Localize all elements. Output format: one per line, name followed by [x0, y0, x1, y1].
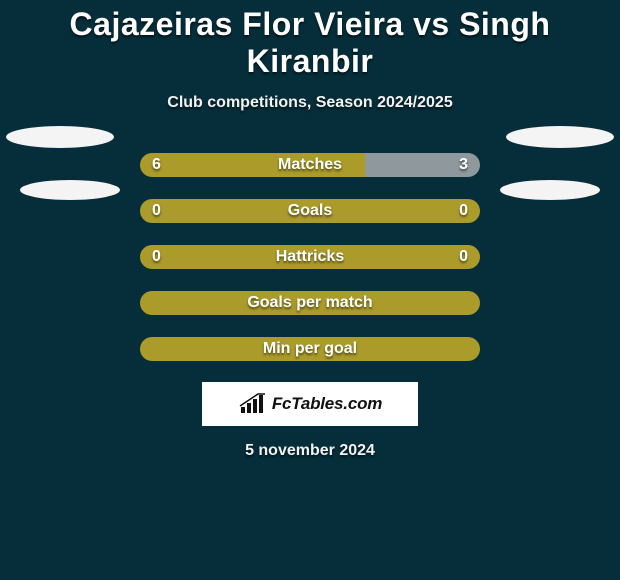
stat-row-min-per-goal: Min per goal	[0, 336, 620, 362]
logo-text: FcTables.com	[272, 394, 382, 414]
value-right: 3	[459, 152, 468, 178]
value-left: 6	[152, 152, 161, 178]
bar-track	[140, 199, 480, 223]
bar-track	[140, 153, 480, 177]
bar-left	[140, 337, 480, 361]
bar-chart-icon	[238, 393, 268, 415]
stat-row-goals-per-match: Goals per match	[0, 290, 620, 316]
bar-left	[140, 153, 365, 177]
player-right-pill-1	[506, 126, 614, 148]
bar-track	[140, 245, 480, 269]
value-right: 0	[459, 198, 468, 224]
bar-track	[140, 291, 480, 315]
value-left: 0	[152, 244, 161, 270]
subtitle: Club competitions, Season 2024/2025	[0, 94, 620, 112]
bar-left	[140, 291, 480, 315]
bar-left	[140, 199, 480, 223]
value-right: 0	[459, 244, 468, 270]
player-left-pill-2	[20, 180, 120, 200]
player-left-pill-1	[6, 126, 114, 148]
fctables-logo: FcTables.com	[202, 382, 418, 426]
stat-row-hattricks: 0 0 Hattricks	[0, 244, 620, 270]
value-left: 0	[152, 198, 161, 224]
comparison-card: Cajazeiras Flor Vieira vs Singh Kiranbir…	[0, 0, 620, 580]
stat-row-goals: 0 0 Goals	[0, 198, 620, 224]
player-right-pill-2	[500, 180, 600, 200]
page-title: Cajazeiras Flor Vieira vs Singh Kiranbir	[0, 6, 620, 80]
bar-left	[140, 245, 480, 269]
date-text: 5 november 2024	[0, 442, 620, 460]
bar-track	[140, 337, 480, 361]
stat-row-matches: 6 3 Matches	[0, 152, 620, 178]
